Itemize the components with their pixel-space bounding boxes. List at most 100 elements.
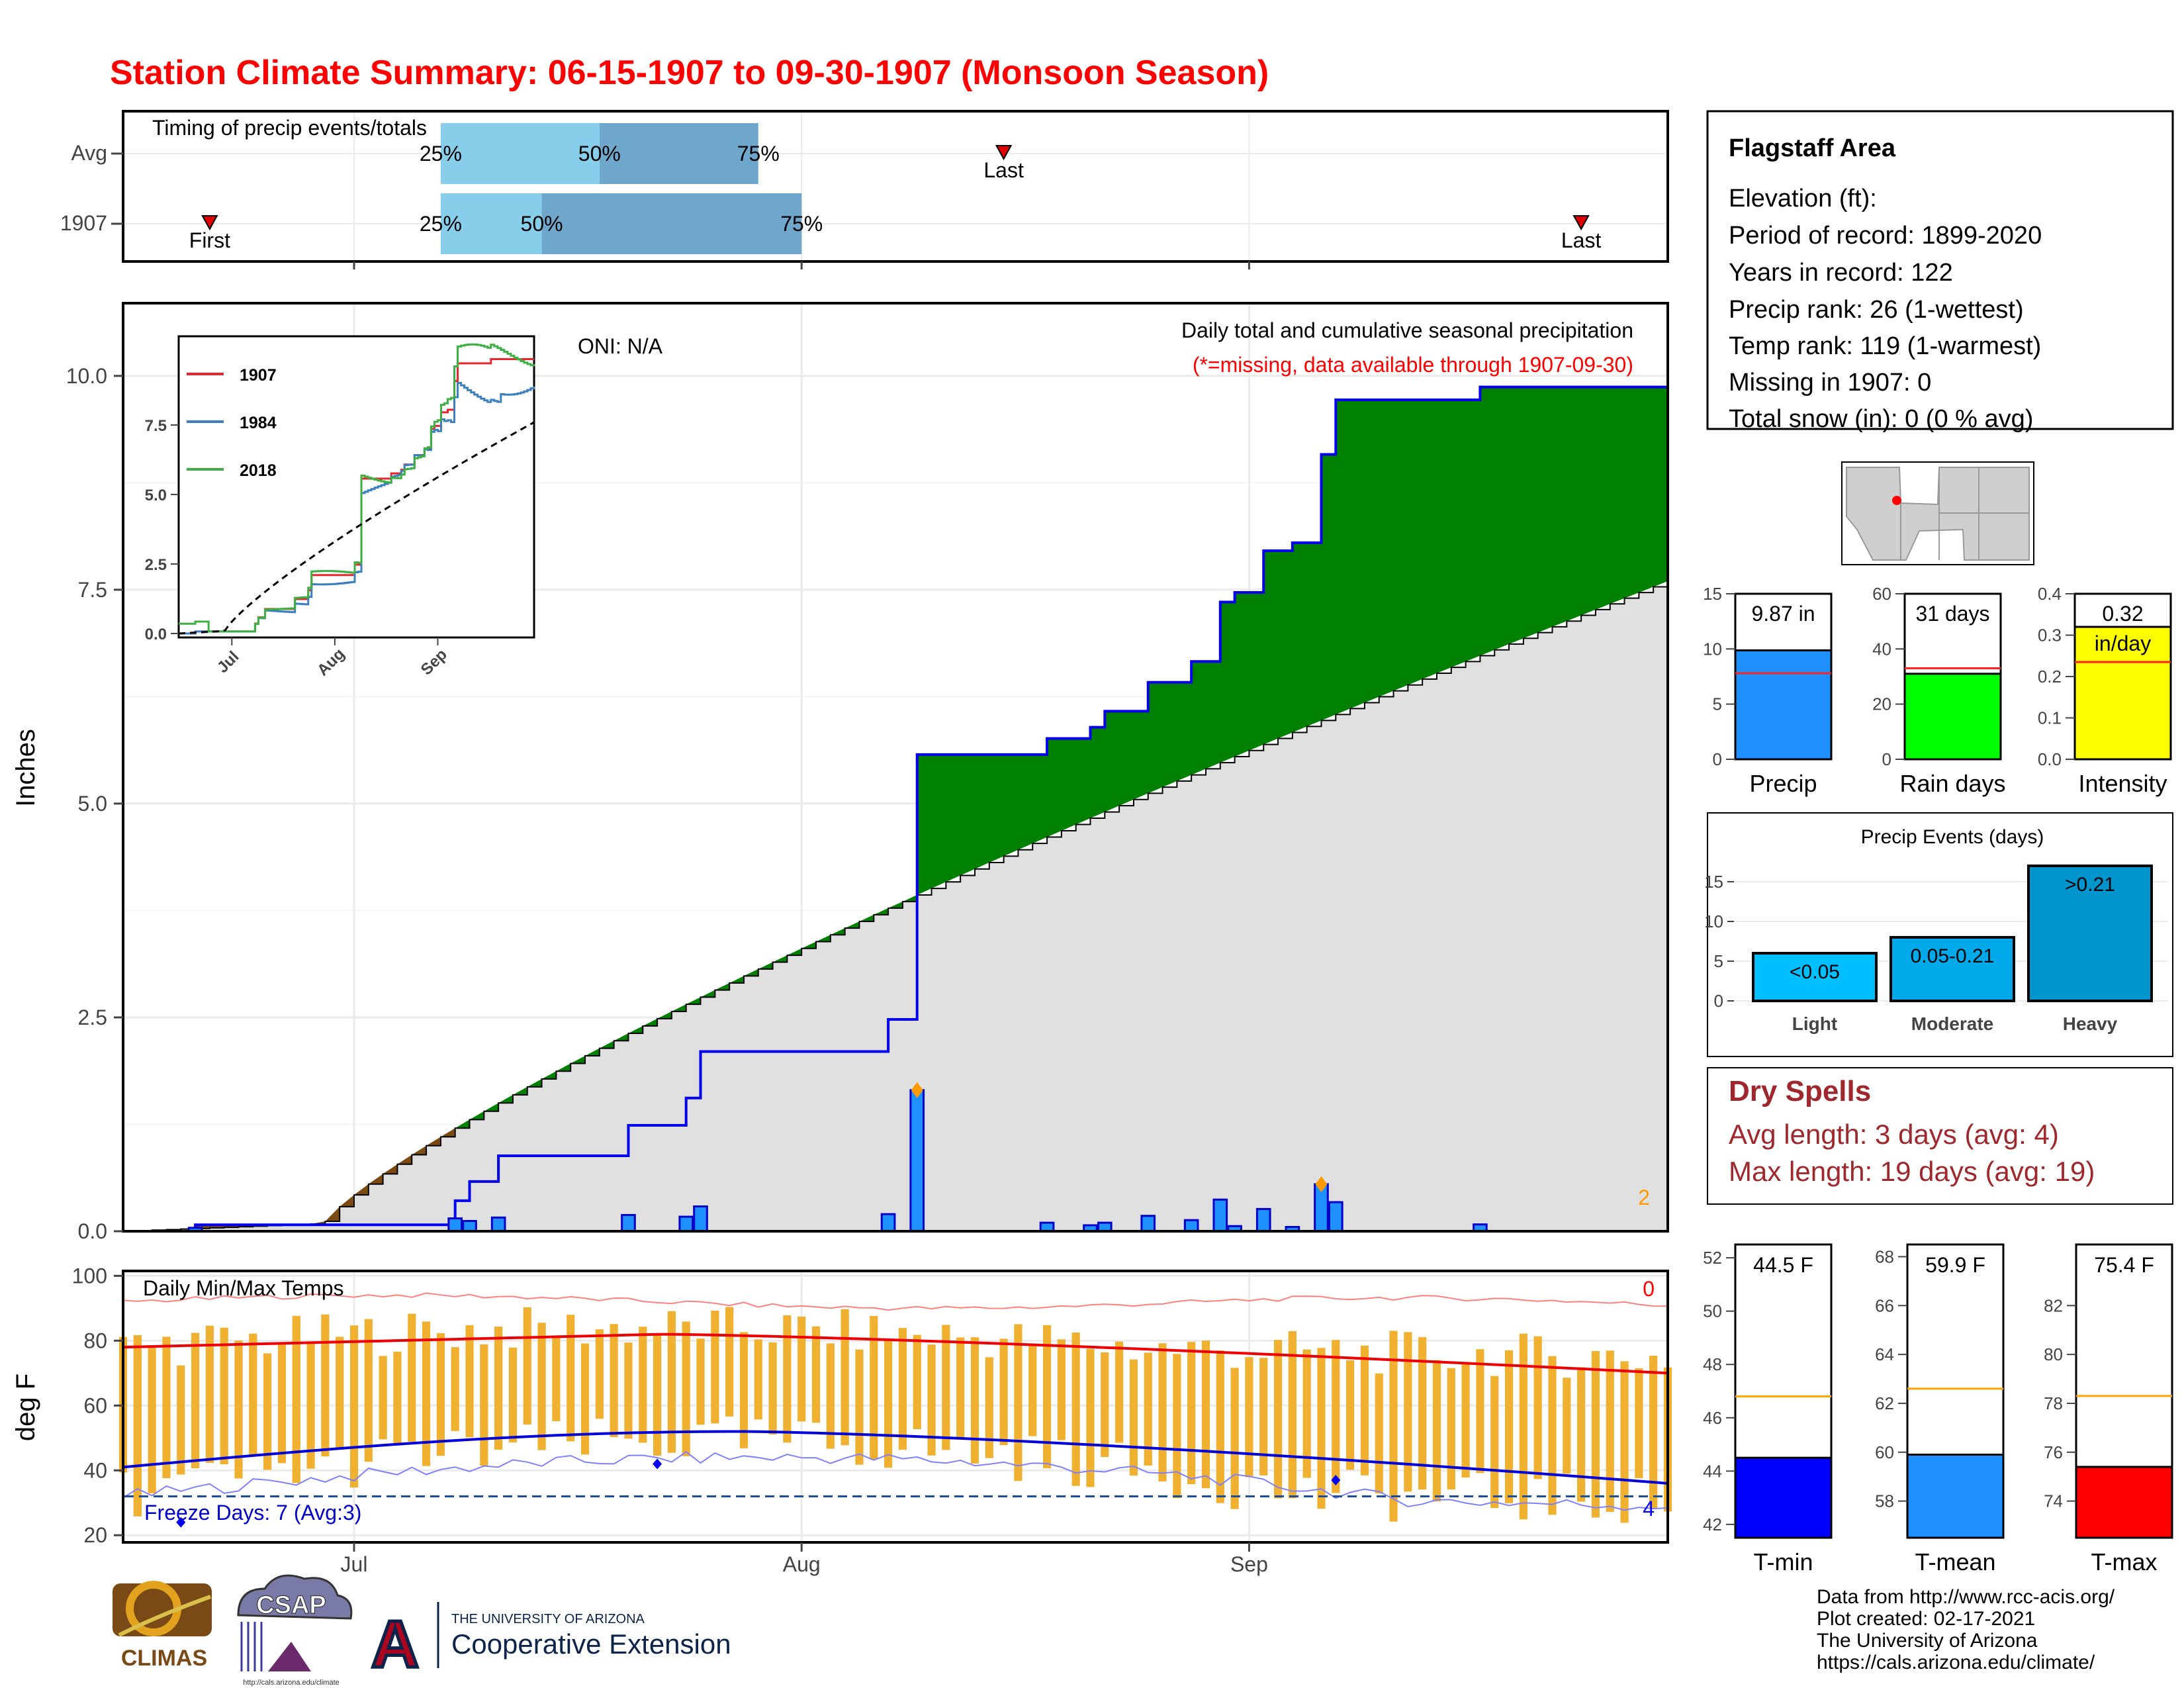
summary-ytick-label: 10 xyxy=(1703,639,1722,659)
daily-temp-range-bar xyxy=(1144,1352,1152,1466)
precip-missing-note: (*=missing, data available through 1907-… xyxy=(1193,353,1633,377)
daily-temp-range-bar xyxy=(1129,1359,1138,1476)
temp-bar-t-min: 42 44 46 48 50 52 44.5 F T-min xyxy=(1703,1243,1833,1575)
temp-bar-value xyxy=(2075,1466,2173,1539)
timing-last-label: Last xyxy=(983,158,1024,182)
events-bar-light xyxy=(1752,952,1878,1002)
dry-spells-box: Dry Spells Avg length: 3 days (avg: 4) M… xyxy=(1707,1067,2173,1205)
daily-temp-range-bar xyxy=(162,1336,171,1478)
temp-bar-ytick-label: 50 xyxy=(1703,1301,1722,1321)
station-line-period: Period of record: 1899-2020 xyxy=(1729,222,2042,250)
daily-temp-range-bar xyxy=(1115,1341,1124,1443)
summary-bar-precip: 0 5 10 15 9.87 in Precip xyxy=(1703,584,1833,797)
timing-band-50-75 xyxy=(541,193,802,254)
timing-panel: Timing of precip events/totals Avg 1907 … xyxy=(60,110,1669,269)
daily-precip-bar xyxy=(621,1213,636,1233)
daily-temp-range-bar xyxy=(1563,1378,1571,1474)
timing-row-label-avg: Avg xyxy=(71,141,107,165)
precip-events-box: Precip Events (days) 0 5 10 15 <0.05 Light 0.0… xyxy=(1704,812,2173,1057)
daily-temp-range-bar xyxy=(711,1311,719,1424)
daily-temp-range-bar xyxy=(1476,1349,1484,1474)
daily-precip-bar xyxy=(1140,1215,1156,1233)
daily-temp-range-bar xyxy=(1620,1361,1629,1523)
daily-temp-range-bar xyxy=(220,1327,228,1465)
timing-band-25-50 xyxy=(440,123,600,184)
temp-bar-ytick-label: 52 xyxy=(1703,1248,1722,1268)
daily-temp-range-bar xyxy=(1230,1368,1239,1509)
freeze-days-text: Freeze Days: 7 (Avg:3) xyxy=(144,1501,361,1524)
events-bar-text: <0.05 xyxy=(1790,961,1840,983)
summary-ytick-label: 0 xyxy=(1882,749,1891,769)
daily-temp-range-bar xyxy=(639,1327,647,1443)
footer-credits: Data from http://www.rcc-acis.org/ Plot … xyxy=(1817,1586,2115,1673)
temp-bar-ytick-label: 48 xyxy=(1703,1354,1722,1374)
timing-title: Timing of precip events/totals xyxy=(152,116,427,140)
date-x-axis: Jul Aug Sep xyxy=(341,1542,1268,1576)
daily-temp-range-bar xyxy=(364,1319,373,1462)
daily-temp-range-bar xyxy=(1332,1340,1340,1493)
timing-last-label: Last xyxy=(1561,228,1602,252)
daily-temp-range-bar xyxy=(234,1340,243,1479)
precip-ytick-label: 2.5 xyxy=(78,1006,107,1029)
daily-temp-range-bar xyxy=(624,1342,633,1439)
summary-bar-charts: 0 5 10 15 9.87 in Precip 0 20 40 60 31 days Rain da… xyxy=(1703,584,2172,797)
daily-temp-range-bar xyxy=(1101,1352,1109,1457)
daily-temp-range-bar xyxy=(494,1326,503,1450)
daily-temp-range-bar xyxy=(1375,1373,1383,1494)
daily-temp-range-bar xyxy=(1635,1368,1643,1479)
avg-tmin-line xyxy=(122,1430,1668,1485)
daily-temp-range-bar xyxy=(523,1307,531,1425)
daily-temp-range-bar xyxy=(422,1321,431,1466)
freeze-marker xyxy=(1331,1474,1341,1485)
daily-precip-bar xyxy=(693,1205,708,1233)
daily-precip-bar xyxy=(447,1217,463,1233)
average-cumulative-area xyxy=(123,581,1668,1232)
daily-temp-range-bar xyxy=(985,1357,993,1458)
daily-temp-range-bar xyxy=(1173,1354,1181,1499)
timing-first-label: First xyxy=(189,228,230,252)
daily-temp-range-bar xyxy=(783,1315,792,1443)
record-high-line xyxy=(122,1292,1668,1311)
precip-ytick-label: 7.5 xyxy=(78,578,107,602)
daily-temp-range-bar xyxy=(884,1339,893,1468)
summary-ytick-label: 0.1 xyxy=(2038,708,2062,728)
daily-temp-range-bar xyxy=(1490,1376,1499,1509)
climas-logo-text: CLIMAS xyxy=(121,1646,207,1671)
daily-precip-bar xyxy=(1255,1207,1271,1233)
daily-precip-bar xyxy=(462,1219,477,1233)
summary-ytick-label: 5 xyxy=(1713,694,1722,714)
temp-ytick-label: 20 xyxy=(83,1523,107,1547)
temp-bar-value-label: 59.9 F xyxy=(1925,1253,1985,1277)
daily-temp-range-bar xyxy=(1533,1336,1542,1479)
daily-temp-range-bar xyxy=(1606,1350,1614,1512)
daily-temp-range-bar xyxy=(1042,1325,1052,1469)
avg-tmax-line xyxy=(122,1333,1668,1375)
precip-ytick-label: 5.0 xyxy=(78,792,107,816)
daily-temp-range-bar xyxy=(841,1309,849,1446)
daily-temp-range-bar xyxy=(1649,1355,1658,1509)
daily-temp-range-bar xyxy=(1461,1362,1470,1478)
summary-ytick-label: 0 xyxy=(1713,749,1722,769)
precip-corner-count: 2 xyxy=(1638,1186,1650,1209)
daily-temp-range-bar xyxy=(1187,1342,1196,1485)
summary-ytick-label: 0.2 xyxy=(2038,667,2062,686)
temp-y-axis: 20 40 60 80 100 xyxy=(72,1264,123,1547)
station-line-snow: Total snow (in): 0 (0 % avg) xyxy=(1729,405,2033,433)
daily-temp-range-bar xyxy=(249,1333,257,1457)
daily-temp-range-bar xyxy=(379,1356,387,1440)
events-ytick-label: 5 xyxy=(1714,951,1723,971)
events-bar-moderate xyxy=(1889,936,2015,1002)
summary-bar-rain-days: 0 20 40 60 31 days Rain days xyxy=(1872,584,2005,797)
daily-temp-range-bar xyxy=(567,1315,575,1442)
summary-bar-label: Rain days xyxy=(1899,770,2005,797)
station-line-temp-rank: Temp rank: 119 (1-warmest) xyxy=(1729,332,2041,360)
temp-ytick-label: 80 xyxy=(83,1329,107,1352)
daily-temp-range-bar xyxy=(1404,1332,1412,1492)
date-xtick-label-Sep: Sep xyxy=(1230,1552,1268,1576)
daily-temp-range-bar xyxy=(1245,1357,1253,1477)
timing-row-label-year: 1907 xyxy=(60,211,107,235)
summary-bar-label: Intensity xyxy=(2078,770,2167,797)
summary-value-bar xyxy=(1903,673,2002,761)
daily-temp-range-bar xyxy=(870,1315,878,1460)
daily-temp-range-bar xyxy=(768,1342,777,1435)
